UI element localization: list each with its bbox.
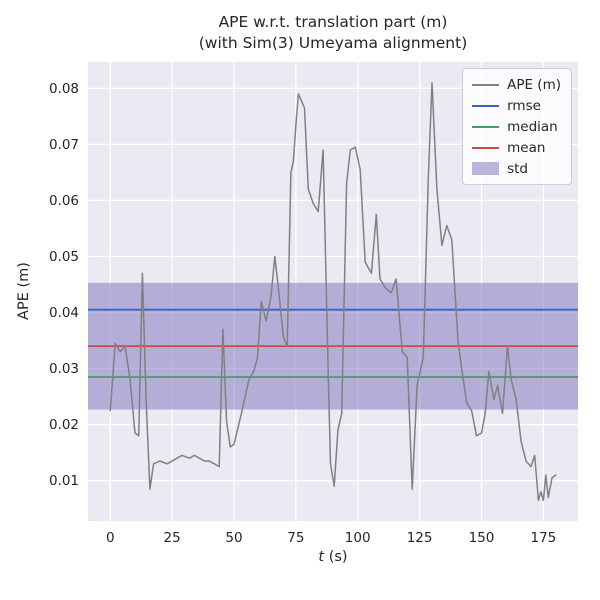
x-tick-label: 25 <box>164 530 181 546</box>
chart-title-line1: APE w.r.t. translation part (m) <box>218 13 448 31</box>
legend-entry-median: median <box>472 118 561 135</box>
y-tick-label: 0.05 <box>49 249 79 265</box>
legend-label: median <box>507 118 558 135</box>
x-axis-label-unit: (s) <box>324 549 348 565</box>
legend-patch-swatch <box>472 162 500 175</box>
legend-entry-ape-m: APE (m) <box>472 76 561 93</box>
legend: APE (m) rmse median mean std <box>462 68 572 185</box>
legend-entry-mean: mean <box>472 139 561 156</box>
legend-line-swatch <box>472 125 500 128</box>
ape-line <box>109 81 557 502</box>
legend-line-swatch <box>472 83 500 86</box>
y-tick-label: 0.04 <box>49 305 79 321</box>
chart-title-line2: (with Sim(3) Umeyama alignment) <box>198 34 468 52</box>
x-tick-label: 125 <box>407 530 433 546</box>
legend-line-swatch <box>472 104 500 107</box>
chart-title: APE w.r.t. translation part (m) (with Si… <box>88 12 578 54</box>
y-tick-label: 0.02 <box>49 417 79 433</box>
y-tick-label: 0.03 <box>49 361 79 377</box>
x-axis-label: t (s) <box>88 549 578 565</box>
y-tick-label: 0.07 <box>49 137 79 153</box>
y-axis-label: APE (m) <box>16 262 32 320</box>
x-tick-label: 100 <box>345 530 371 546</box>
legend-label: APE (m) <box>507 76 561 93</box>
legend-label: std <box>507 160 529 177</box>
legend-label: mean <box>507 139 546 156</box>
legend-line-swatch <box>472 146 500 149</box>
y-tick-label: 0.01 <box>49 473 79 489</box>
x-tick-label: 50 <box>225 530 242 546</box>
x-tick-label: 150 <box>469 530 495 546</box>
x-axis-label-var: t <box>318 549 325 565</box>
legend-label: rmse <box>507 97 541 114</box>
y-tick-label: 0.08 <box>49 81 79 97</box>
x-tick-label: 175 <box>531 530 557 546</box>
y-tick-label: 0.06 <box>49 193 79 209</box>
legend-entry-std: std <box>472 160 561 177</box>
x-tick-label: 0 <box>106 530 115 546</box>
x-tick-label: 75 <box>287 530 304 546</box>
legend-entry-rmse: rmse <box>472 97 561 114</box>
